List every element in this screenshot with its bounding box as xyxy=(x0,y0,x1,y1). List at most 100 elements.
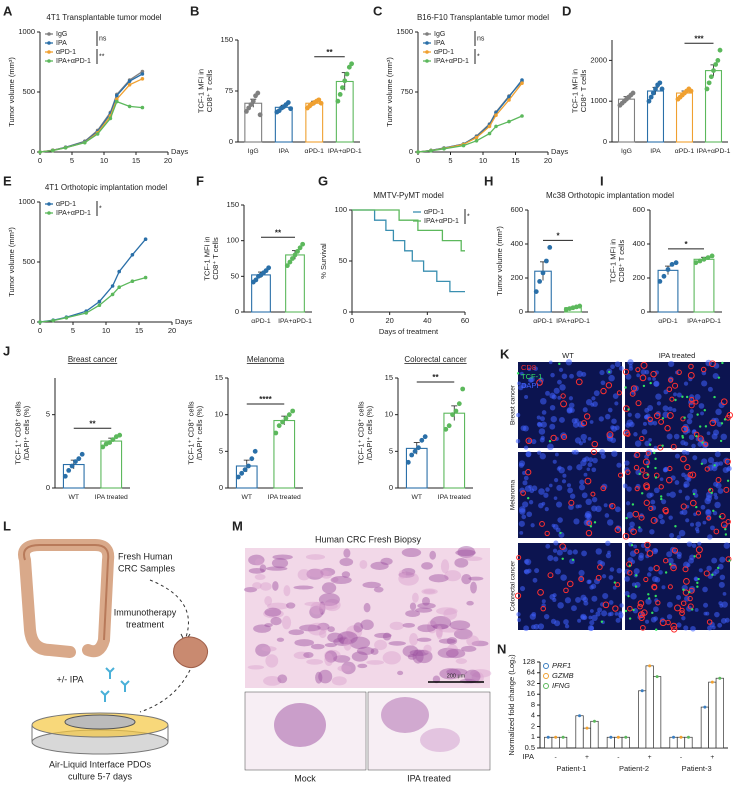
tissue-gland xyxy=(409,649,429,657)
cd8-cell xyxy=(561,433,568,441)
nucleus xyxy=(603,503,608,508)
data-point xyxy=(577,303,583,309)
tissue-gland xyxy=(255,643,271,657)
nucleus xyxy=(608,374,615,382)
cd8-cell xyxy=(643,484,651,491)
significance-label: ** xyxy=(432,373,439,382)
tcf1-cell xyxy=(695,505,698,509)
y-tick-label: 150 xyxy=(226,200,239,209)
nucleus xyxy=(686,563,691,568)
nucleus xyxy=(556,484,563,491)
cd8-cell xyxy=(670,622,678,630)
tcf1-cell xyxy=(669,563,672,566)
tcf1-cell xyxy=(647,597,651,600)
nucleus xyxy=(579,479,585,485)
data-point xyxy=(143,237,148,241)
tissue-gland xyxy=(243,586,258,593)
legend-marker xyxy=(425,41,429,45)
tcf1-cell xyxy=(628,617,632,620)
nucleus xyxy=(590,402,595,407)
cd8-cell xyxy=(559,543,566,550)
nucleus xyxy=(552,524,559,530)
tissue-gland xyxy=(271,558,289,569)
data-point xyxy=(51,148,55,153)
tcf1-cell xyxy=(630,543,634,547)
nucleus xyxy=(703,602,709,608)
tissue-gland xyxy=(277,674,288,684)
panel-label: I xyxy=(600,173,604,188)
legend-label: IPA xyxy=(434,40,445,47)
row-label: Colorectal cancer xyxy=(510,560,517,611)
x-tick-label: WT xyxy=(68,494,79,501)
y-tick-label: 750 xyxy=(400,87,413,96)
nucleus xyxy=(519,487,525,494)
tissue-gland xyxy=(398,571,415,578)
nucleus xyxy=(576,370,583,378)
tissue-gland xyxy=(303,652,314,659)
data-point xyxy=(540,270,546,276)
nucleus xyxy=(530,624,536,630)
nucleus xyxy=(652,377,656,381)
data-point xyxy=(127,104,132,109)
nucleus xyxy=(566,407,573,414)
chart-title: Mc38 Orthotopic implantation model xyxy=(546,191,674,200)
data-point xyxy=(110,284,115,288)
data-point xyxy=(255,90,261,96)
nucleus xyxy=(618,366,624,371)
cd8-cell xyxy=(639,624,646,631)
panel-label: D xyxy=(562,3,571,18)
tcf1-cell xyxy=(696,413,699,416)
cd8-cell xyxy=(578,576,585,583)
bar xyxy=(645,665,654,749)
tissue-gland xyxy=(427,620,438,634)
nucleus xyxy=(653,606,659,613)
nucleus xyxy=(658,514,664,520)
data-point xyxy=(290,256,295,261)
colon-drawing xyxy=(18,539,115,658)
y-axis-label: Tumor volume (mm³) xyxy=(385,57,394,127)
data-point xyxy=(669,262,675,267)
tissue-gland xyxy=(370,648,379,655)
cd8-cell xyxy=(516,554,522,561)
nucleus xyxy=(644,440,651,447)
cd8-cell xyxy=(560,393,566,399)
x-tick-label: 20 xyxy=(164,156,172,165)
nucleus xyxy=(646,572,652,577)
cd8-cell xyxy=(643,576,649,583)
nucleus xyxy=(523,625,529,632)
culture-label: Air-Liquid Interface PDOs xyxy=(49,759,152,769)
data-point xyxy=(701,256,707,262)
nucleus xyxy=(519,530,524,535)
bar xyxy=(676,736,686,749)
nucleus xyxy=(543,613,550,620)
nucleus xyxy=(550,618,557,625)
data-point xyxy=(507,95,511,99)
cd8-cell xyxy=(704,466,710,472)
y-tick-label: 400 xyxy=(510,239,523,248)
data-point xyxy=(717,47,723,53)
x-tick-label: IPA xyxy=(650,148,661,155)
tcf1-cell xyxy=(654,466,657,470)
tissue-gland xyxy=(343,548,351,558)
data-point xyxy=(290,408,296,414)
tcf1-cell xyxy=(691,608,694,611)
nucleus xyxy=(517,381,522,386)
y-axis-label: % Survival xyxy=(319,243,328,279)
series-line xyxy=(39,78,143,153)
nucleus xyxy=(659,477,664,482)
tcf1-cell xyxy=(627,594,630,598)
cd8-cell xyxy=(658,484,664,490)
nucleus xyxy=(591,595,598,602)
data-point xyxy=(127,83,132,87)
data-point xyxy=(266,265,272,271)
data-point xyxy=(84,311,88,315)
nucleus xyxy=(567,487,574,494)
cd8-cell xyxy=(676,369,682,376)
nucleus xyxy=(562,546,568,553)
nucleus xyxy=(676,535,681,540)
y-axis-label: TCF-1 MFI in xyxy=(571,69,580,113)
tcf1-cell xyxy=(710,491,713,495)
cd8-cell xyxy=(600,387,607,395)
cd8-cell xyxy=(537,588,544,596)
nucleus xyxy=(567,549,573,556)
